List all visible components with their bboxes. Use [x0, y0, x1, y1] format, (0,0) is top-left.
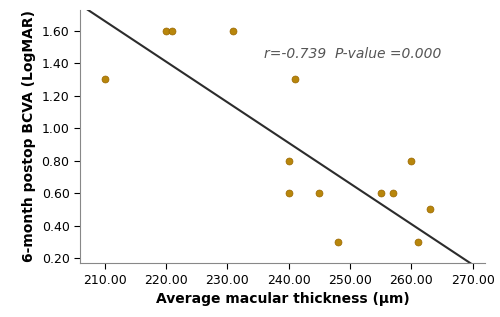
Point: [284, 191, 292, 196]
Point: [316, 191, 324, 196]
Point: [389, 191, 397, 196]
Point: [162, 28, 170, 33]
Point: [408, 158, 416, 163]
Y-axis label: 6-month postop BCVA (LogMAR): 6-month postop BCVA (LogMAR): [22, 10, 36, 262]
Text: r=-0.739  P-value =0.000: r=-0.739 P-value =0.000: [264, 47, 442, 61]
Point: [100, 77, 108, 82]
X-axis label: Average macular thickness (μm): Average macular thickness (μm): [156, 292, 410, 306]
Point: [426, 207, 434, 212]
Point: [334, 239, 342, 244]
Point: [168, 28, 176, 33]
Point: [414, 239, 422, 244]
Point: [291, 77, 299, 82]
Point: [376, 191, 384, 196]
Point: [284, 158, 292, 163]
Point: [230, 28, 237, 33]
